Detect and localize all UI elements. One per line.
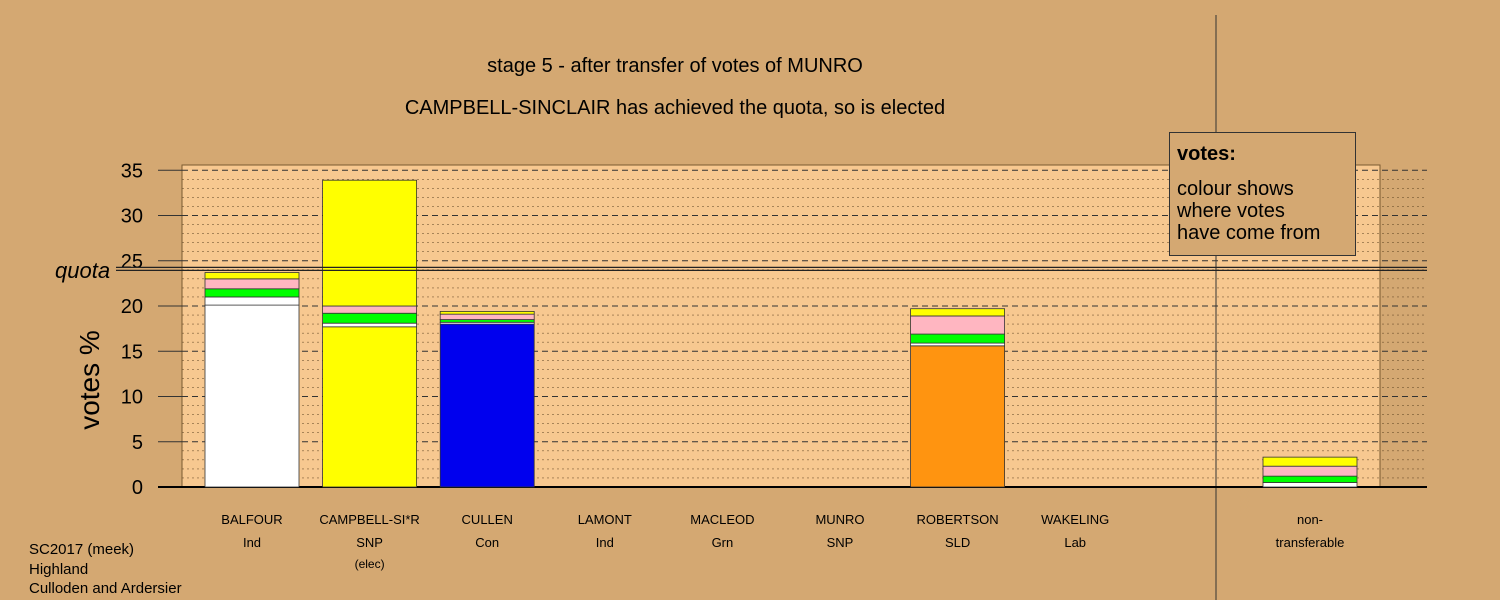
bar-segment [910, 308, 1005, 317]
x-tick-label: CULLEN [462, 512, 513, 527]
party-label: Grn [712, 535, 734, 550]
y-tick-label: 25 [121, 251, 143, 273]
x-tick-label: CAMPBELL-SI*R [319, 512, 419, 527]
bar-segment [439, 319, 535, 323]
x-tick-label: non- [1297, 512, 1323, 527]
y-tick-label: 15 [121, 341, 143, 363]
footer-council: Highland [29, 560, 89, 578]
bar-segment [910, 342, 1005, 347]
bar-segment [439, 313, 535, 320]
x-tick-label: ROBERTSON [917, 512, 999, 527]
footer-election: SC2017 (meek) [29, 541, 135, 558]
y-tick-label: 10 [121, 387, 143, 409]
bar-segment [439, 311, 535, 315]
y-tick-label: 5 [132, 432, 143, 454]
bar-segment [910, 345, 1005, 488]
bar-segment [1262, 482, 1358, 488]
party-label: Lab [1064, 535, 1086, 550]
bar-segment [910, 333, 1005, 344]
y-tick-label: 20 [121, 296, 143, 318]
bar-segment [204, 296, 300, 306]
bar-segment [439, 323, 535, 488]
party-label: SLD [945, 535, 970, 550]
y-axis-label: votes % [74, 330, 105, 430]
quota-label: quota [55, 258, 110, 283]
bar-segment [322, 326, 418, 488]
legend-line: where votes [1177, 200, 1285, 222]
elected-note: (elec) [355, 557, 385, 571]
legend-line: colour shows [1177, 178, 1294, 200]
chart-subtitle: CAMPBELL-SINCLAIR has achieved the quota… [404, 97, 946, 119]
x-tick-label: transferable [1276, 535, 1345, 550]
legend-box: votes: colour shows where votes have com… [1169, 132, 1356, 256]
x-tick-label: MACLEOD [690, 512, 754, 527]
bar-segment [204, 288, 300, 298]
bar-segment [1262, 465, 1358, 477]
bar-segment [322, 312, 418, 324]
bar-segment [204, 278, 300, 290]
legend-title: votes: [1177, 143, 1236, 165]
chart-title: stage 5 - after transfer of votes of MUN… [487, 55, 863, 77]
bar-segment [322, 305, 418, 314]
bar-segment [204, 304, 300, 488]
y-tick-label: 0 [132, 477, 143, 499]
x-tick-label: LAMONT [578, 512, 632, 527]
bar-segment [1262, 456, 1358, 467]
footer-info: SC2017 (meek) Highland Culloden and Arde… [29, 540, 182, 599]
party-label: Ind [243, 535, 261, 550]
legend-line: have come from [1177, 222, 1321, 244]
x-tick-label: BALFOUR [221, 512, 282, 527]
bar-segment [1262, 475, 1358, 483]
y-tick-label: 35 [121, 160, 143, 182]
bar-segment [910, 315, 1005, 335]
x-tick-label: WAKELING [1041, 512, 1109, 527]
bar-segment [204, 272, 300, 280]
party-label: Con [475, 535, 499, 550]
x-tick-label: MUNRO [815, 512, 864, 527]
bar-segment [322, 322, 418, 328]
footer-ward: Culloden and Ardersier [29, 580, 182, 597]
party-label: SNP [827, 535, 854, 550]
party-label: Ind [596, 535, 614, 550]
y-tick-label: 30 [121, 206, 143, 228]
party-label: SNP [356, 535, 383, 550]
bar-segment [322, 179, 418, 307]
